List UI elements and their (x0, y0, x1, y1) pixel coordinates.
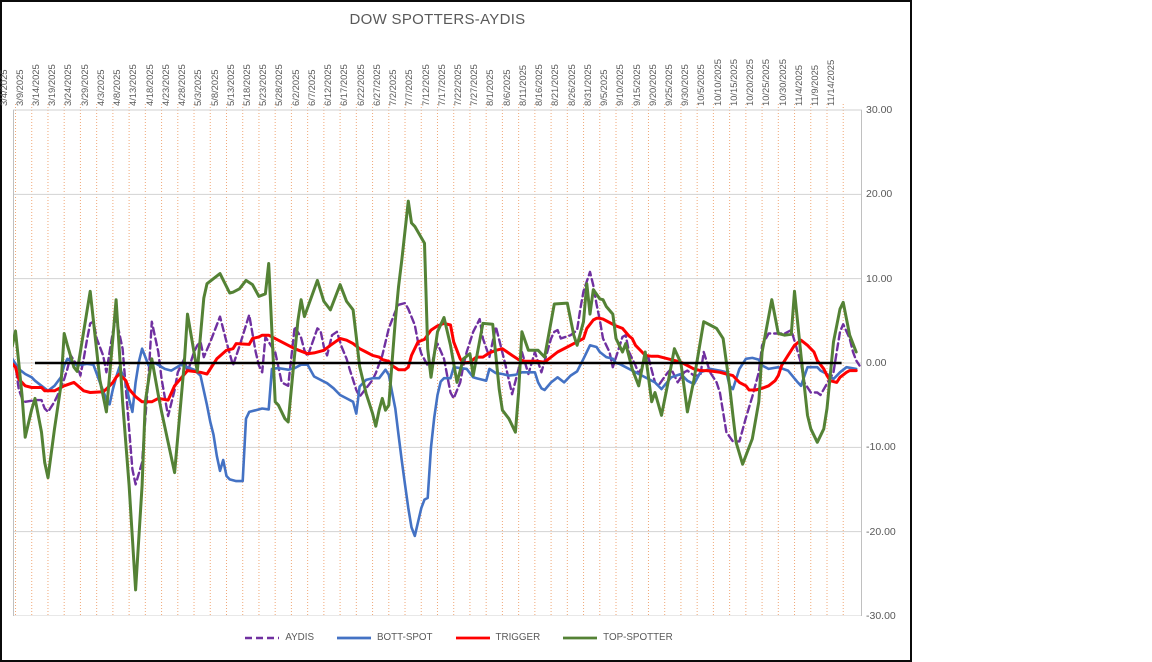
legend-item-top-spotter[interactable]: TOP-SPOTTER (562, 632, 673, 643)
x-tick-label: 9/30/2025 (679, 64, 691, 106)
x-tick-label: 8/1/2025 (484, 69, 496, 107)
x-tick-label: 5/13/2025 (224, 64, 236, 106)
x-tick-label: 4/28/2025 (176, 64, 187, 106)
x-tick-label: 3/19/2025 (46, 64, 58, 106)
x-tick-label: 11/9/2025 (809, 64, 820, 106)
y-tick-label: 30.00 (866, 104, 893, 116)
x-tick-label: 8/11/2025 (516, 64, 528, 106)
x-tick-label: 6/2/2025 (289, 69, 301, 107)
chart-title[interactable]: DOW SPOTTERS-AYDIS (349, 11, 526, 28)
series-top-spotter-line[interactable] (13, 199, 858, 592)
x-tick-label: 9/20/2025 (646, 64, 658, 106)
legend-marker-top-spotter (563, 636, 598, 639)
x-tick-label: 9/5/2025 (598, 69, 609, 107)
legend-marker-aydis (245, 636, 280, 639)
x-tick-label: 7/22/2025 (451, 64, 463, 106)
x-tick-label: 6/27/2025 (370, 64, 382, 106)
legend-label: TRIGGER (495, 632, 541, 643)
x-tick-label: 10/30/2025 (776, 59, 788, 106)
series-trigger-line[interactable] (13, 316, 858, 404)
x-tick-label: 7/7/2025 (403, 69, 415, 107)
plot-area[interactable] (13, 104, 862, 616)
y-tick-label: 20.00 (866, 188, 893, 201)
x-tick-label: 5/8/2025 (208, 69, 220, 107)
x-tick-label: 7/17/2025 (435, 64, 447, 106)
x-tick-label: 3/9/2025 (13, 69, 25, 107)
legend-item-bott-spot[interactable]: BOTT-SPOT (336, 632, 433, 643)
y-tick-label: 0.00 (866, 357, 887, 369)
x-tick-label: 4/3/2025 (94, 69, 106, 107)
x-tick-label: 3/24/2025 (62, 64, 74, 106)
x-tick-label: 3/4/2025 (0, 69, 9, 107)
y-tick-label: -20.00 (866, 525, 896, 538)
x-tick-label: 10/5/2025 (695, 64, 707, 106)
legend-marker-bott-spot (337, 636, 371, 639)
x-tick-label: 8/16/2025 (533, 64, 545, 106)
x-tick-label: 10/25/2025 (760, 59, 772, 106)
x-tick-label: 5/3/2025 (192, 69, 204, 107)
x-tick-label: 9/25/2025 (662, 64, 674, 106)
x-tick-label: 10/15/2025 (727, 59, 739, 106)
x-tick-label: 5/23/2025 (257, 64, 269, 106)
x-tick-label: 11/4/2025 (792, 64, 804, 106)
legend-label: AYDIS (285, 632, 314, 643)
x-tick-label: 4/13/2025 (127, 64, 139, 106)
x-tick-label: 8/31/2025 (581, 64, 593, 106)
legend[interactable]: AYDIS BOTT-SPOT TRIGGER TOP-SPOTTER (13, 632, 862, 643)
x-tick-label: 10/10/2025 (711, 59, 723, 106)
legend-item-trigger[interactable]: TRIGGER (455, 632, 541, 643)
x-tick-label: 9/15/2025 (630, 64, 642, 106)
x-tick-label: 4/18/2025 (143, 64, 155, 106)
x-tick-label: 7/12/2025 (419, 64, 431, 106)
x-tick-label: 4/8/2025 (111, 69, 123, 107)
y-tick-label: 10.00 (866, 272, 893, 285)
x-tick-label: 7/2/2025 (387, 69, 398, 107)
x-tick-label: 4/23/2025 (159, 64, 171, 106)
x-tick-label: 10/20/2025 (744, 59, 756, 106)
x-tick-label: 5/18/2025 (240, 64, 252, 106)
x-tick-label: 9/10/2025 (614, 64, 626, 106)
x-tick-label: 6/7/2025 (305, 69, 317, 107)
x-tick-label: 8/26/2025 (565, 64, 577, 106)
x-tick-label: 6/22/2025 (354, 64, 366, 106)
x-tick-label: 8/6/2025 (500, 69, 512, 107)
x-tick-label: 5/28/2025 (273, 64, 285, 106)
y-tick-label: -30.00 (866, 610, 896, 622)
x-tick-label: 3/29/2025 (78, 64, 90, 106)
x-tick-label: 11/14/2025 (825, 59, 837, 106)
legend-marker-trigger (455, 636, 490, 639)
x-tick-label: 6/17/2025 (338, 64, 350, 106)
x-tick-label: 7/27/2025 (468, 64, 480, 106)
x-tick-label: 3/14/2025 (30, 64, 41, 106)
legend-label: BOTT-SPOT (377, 632, 433, 643)
series-aydis-line[interactable] (13, 270, 861, 486)
legend-label: TOP-SPOTTER (603, 632, 673, 643)
x-tick-label: 8/21/2025 (549, 64, 561, 106)
x-tick-label: 6/12/2025 (322, 64, 334, 106)
y-tick-label: -10.00 (866, 441, 896, 454)
legend-item-aydis[interactable]: AYDIS (244, 632, 314, 643)
